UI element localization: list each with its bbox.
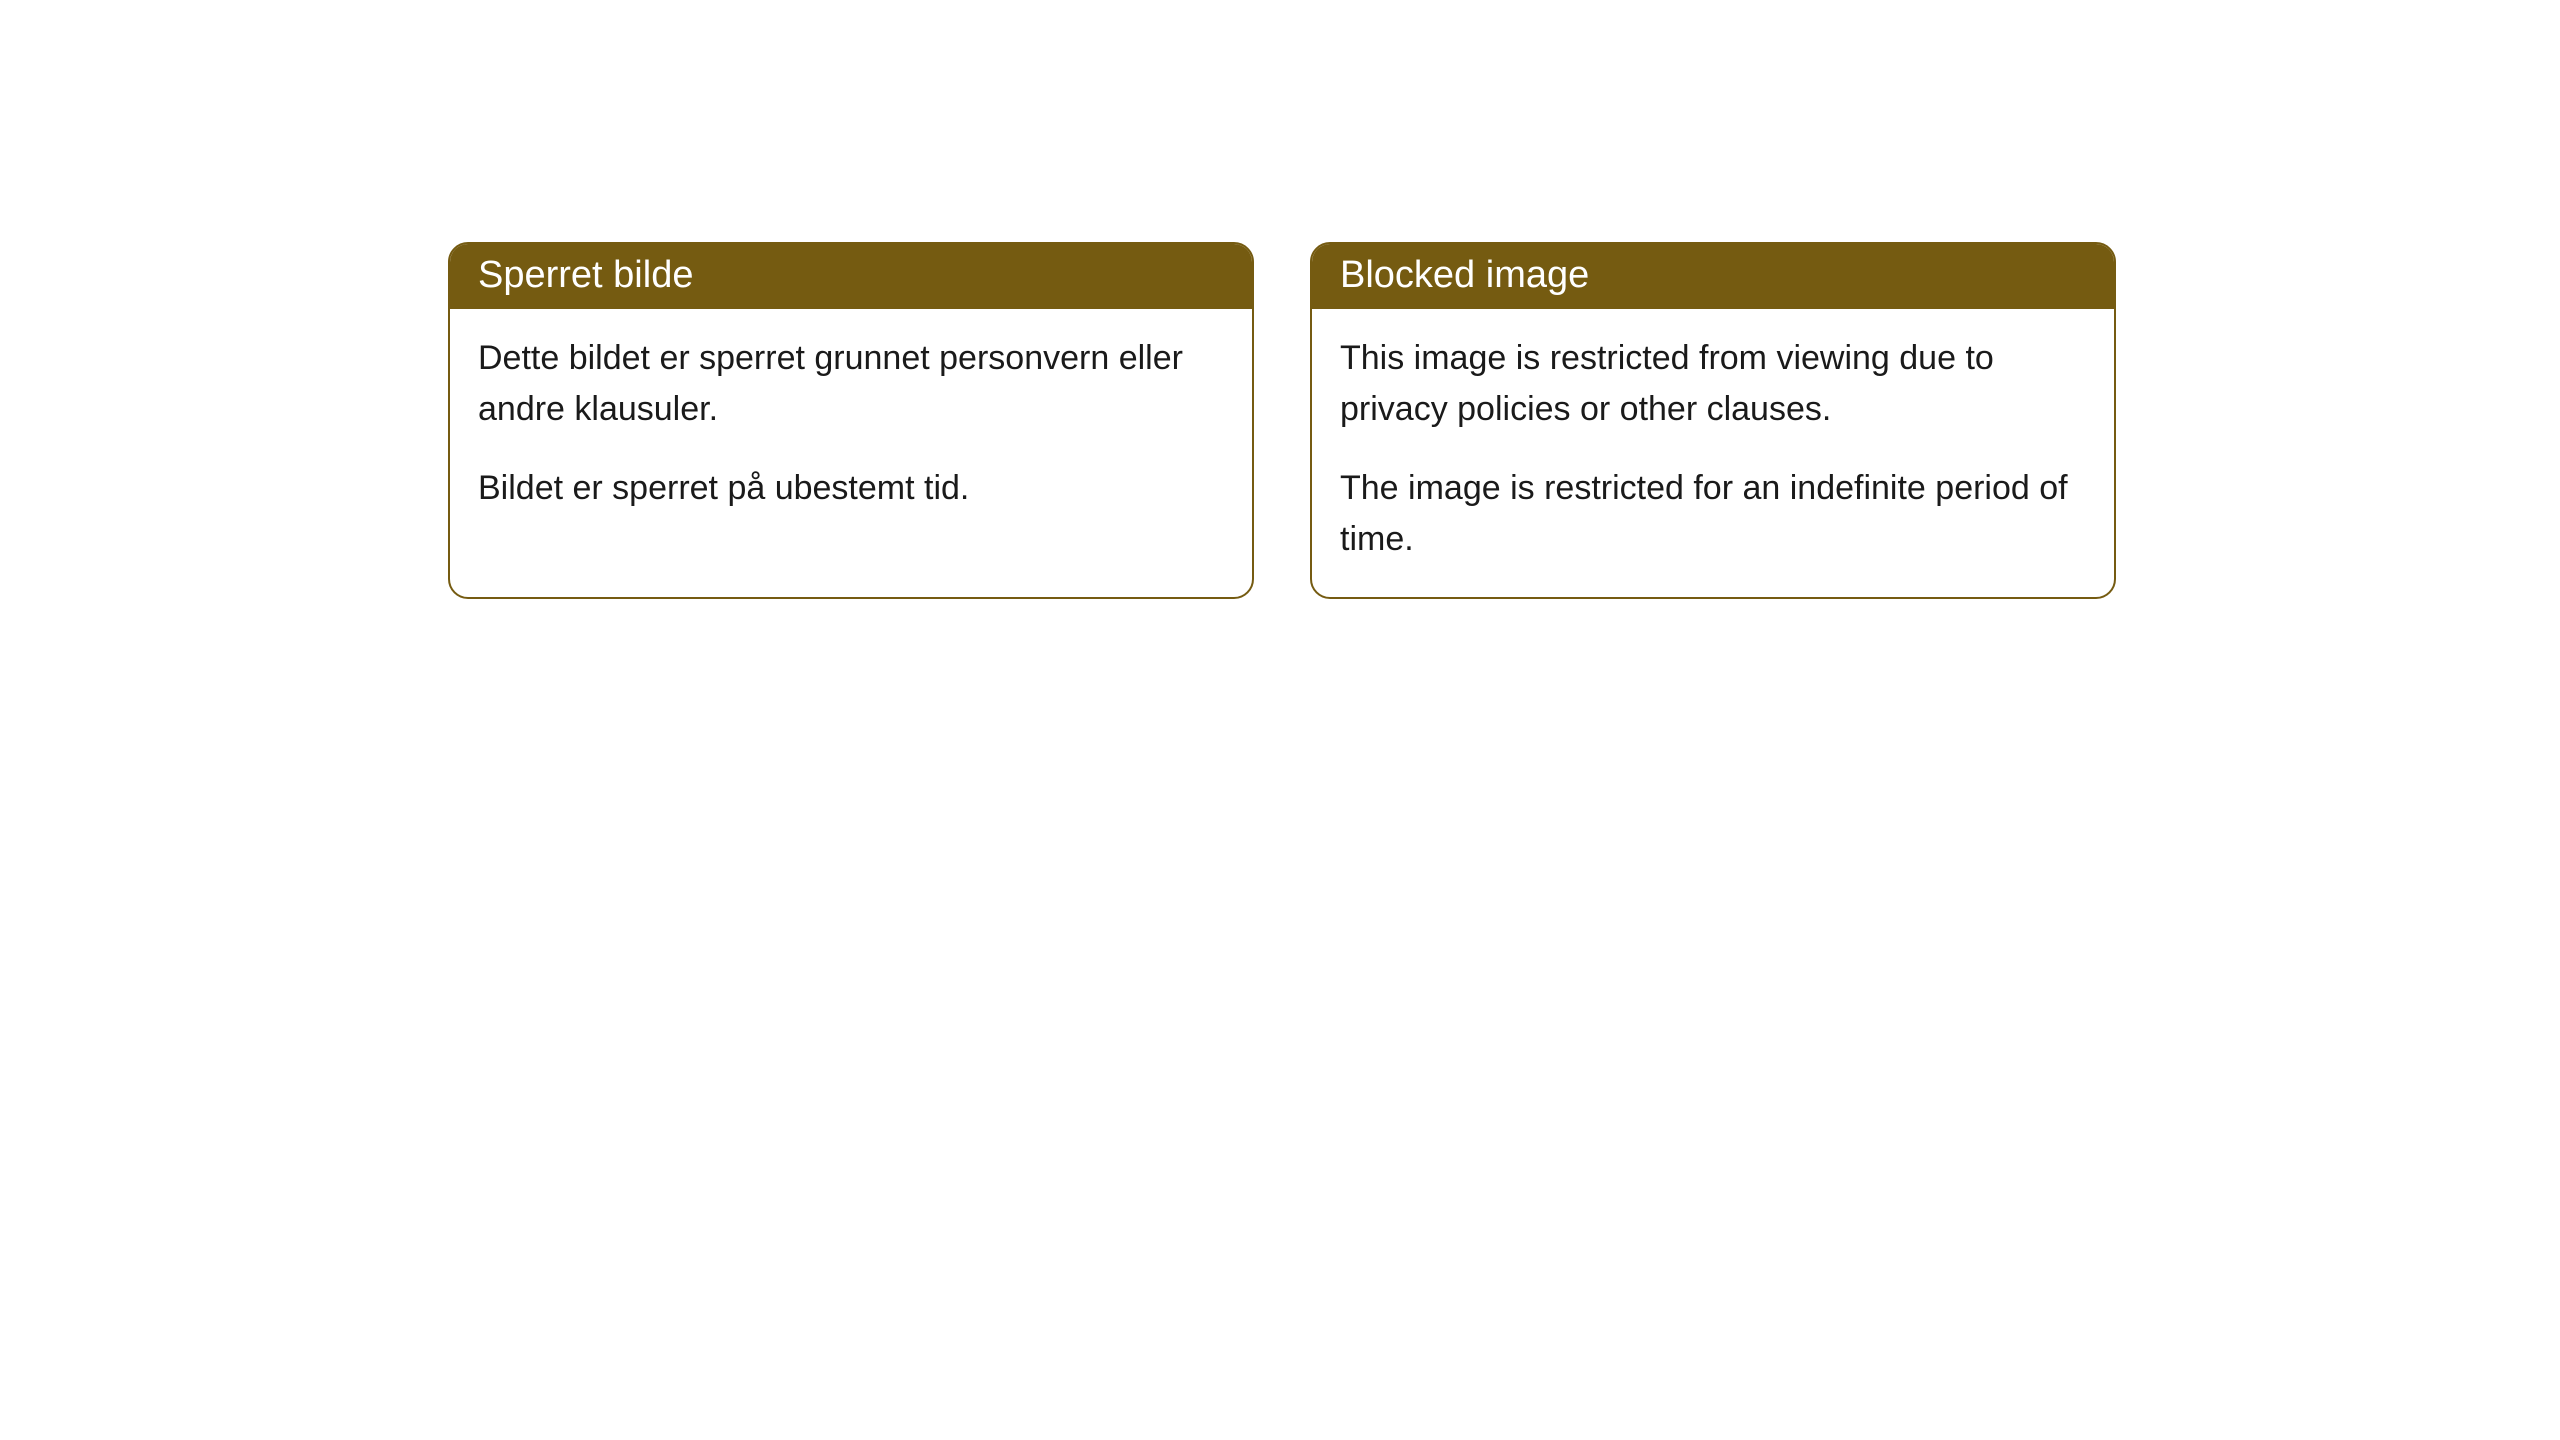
card-paragraph-1: Dette bildet er sperret grunnet personve…: [478, 333, 1224, 435]
card-title: Sperret bilde: [478, 254, 693, 296]
card-body: Dette bildet er sperret grunnet personve…: [450, 309, 1252, 546]
card-header: Blocked image: [1312, 244, 2114, 309]
notice-container: Sperret bilde Dette bildet er sperret gr…: [448, 242, 2116, 599]
card-paragraph-2: The image is restricted for an indefinit…: [1340, 463, 2086, 565]
card-paragraph-2: Bildet er sperret på ubestemt tid.: [478, 463, 1224, 514]
blocked-image-card-english: Blocked image This image is restricted f…: [1310, 242, 2116, 599]
blocked-image-card-norwegian: Sperret bilde Dette bildet er sperret gr…: [448, 242, 1254, 599]
card-header: Sperret bilde: [450, 244, 1252, 309]
card-body: This image is restricted from viewing du…: [1312, 309, 2114, 597]
card-paragraph-1: This image is restricted from viewing du…: [1340, 333, 2086, 435]
card-title: Blocked image: [1340, 254, 1589, 296]
